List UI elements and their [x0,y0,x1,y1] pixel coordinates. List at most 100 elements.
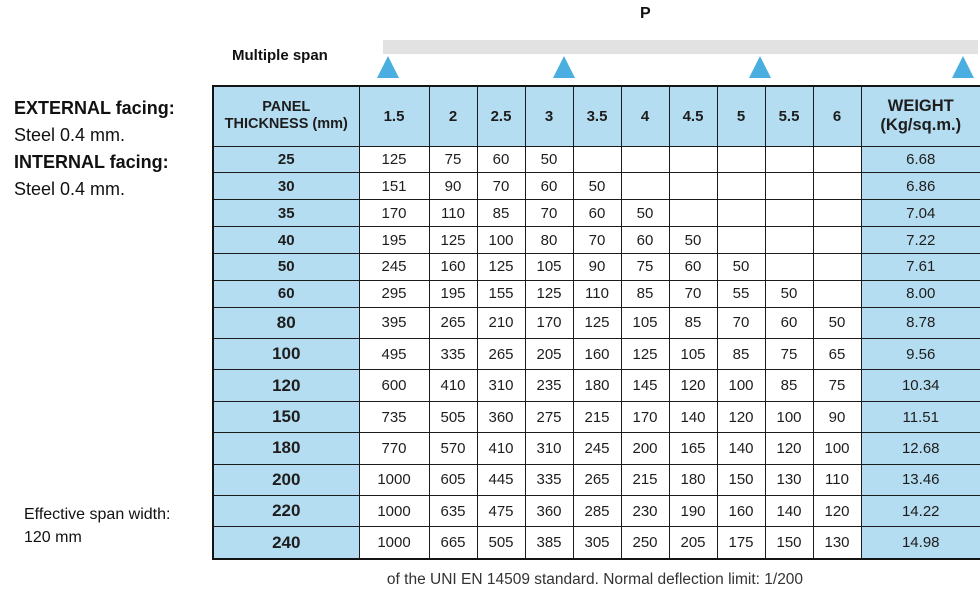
weight-cell: 6.68 [860,145,980,174]
span-value-cell: 665 [428,526,478,560]
span-value-cell: 105 [620,306,670,340]
span-value-cell [716,199,766,228]
span-value-cell: 205 [668,526,718,560]
span-value-cell: 125 [476,253,526,281]
weight-cell: 12.68 [860,432,980,465]
thickness-cell: 30 [212,172,360,201]
span-value-cell: 175 [716,526,766,560]
span-value-cell: 395 [358,306,430,340]
support-triangle-icon [377,56,399,78]
weight-cell: 6.86 [860,172,980,201]
weight-header-line: WEIGHT [887,97,954,116]
span-value-cell: 165 [668,432,718,465]
span-value-cell: 570 [428,432,478,465]
span-value-cell: 110 [812,463,862,496]
span-value-cell: 600 [358,369,430,402]
span-value-cell: 85 [476,199,526,228]
span-value-cell [812,145,862,174]
table-row: 180 770 570 410 310 245 200 165 140 120 100 12.68 [212,432,980,465]
span-value-cell: 130 [812,526,862,560]
span-value-cell: 70 [572,226,622,254]
span-value-cell: 50 [572,172,622,201]
span-value-cell: 90 [812,400,862,434]
span-value-cell: 60 [572,199,622,228]
span-value-cell [572,145,622,174]
span-value-cell: 770 [358,432,430,465]
table-row: 80 395 265 210 170 125 105 85 70 60 50 8.78 [212,306,980,340]
span-value-cell: 310 [476,369,526,402]
span-value-cell: 145 [620,369,670,402]
span-value-cell: 170 [524,306,574,340]
span-value-cell [764,253,814,281]
span-value-cell: 100 [812,432,862,465]
load-span-table: PANEL THICKNESS (mm) 1.5 2 2.5 3 3.5 4 4.5 5 5.5 6 W… [212,85,980,560]
span-value-cell: 50 [716,253,766,281]
span-value-cell: 190 [668,494,718,528]
span-value-cell: 90 [428,172,478,201]
table-row: 150 735 505 360 275 215 170 140 120 100 90 11.51 [212,400,980,434]
thickness-cell: 25 [212,145,360,174]
span-value-cell: 235 [524,369,574,402]
span-value-cell: 335 [428,338,478,371]
beam-bar [383,40,978,54]
span-value-cell: 120 [668,369,718,402]
span-value-cell: 105 [524,253,574,281]
span-value-cell [764,145,814,174]
facing-info: EXTERNAL facing: Steel 0.4 mm. INTERNAL fa… [14,95,175,203]
span-value-cell [764,226,814,254]
effective-span-line1: Effective span width: [24,506,171,523]
span-value-cell: 130 [764,463,814,496]
span-value-cell: 100 [476,226,526,254]
span-value-cell: 215 [620,463,670,496]
span-value-cell: 250 [620,526,670,560]
table-row: 40 195 125 100 80 70 60 50 7.22 [212,226,980,254]
facing-line: Steel 0.4 mm. [14,125,126,145]
span-value-cell: 100 [764,400,814,434]
span-value-cell: 85 [764,369,814,402]
span-value-cell: 125 [428,226,478,254]
effective-span-line2: 120 mm [24,529,82,546]
span-value-cell: 70 [524,199,574,228]
span-value-cell: 60 [620,226,670,254]
table-row: 200 1000 605 445 335 265 215 180 150 130 110 13.46 [212,463,980,496]
span-value-cell: 495 [358,338,430,371]
span-value-cell: 245 [572,432,622,465]
span-value-cell: 445 [476,463,526,496]
span-value-cell [668,172,718,201]
span-value-cell: 75 [620,253,670,281]
span-value-cell: 85 [668,306,718,340]
span-value-cell: 110 [572,279,622,308]
table-row: 30 151 90 70 60 50 6.86 [212,172,980,201]
thickness-cell: 220 [212,494,360,528]
weight-cell: 14.22 [860,494,980,528]
weight-cell: 7.04 [860,199,980,228]
span-value-cell: 385 [524,526,574,560]
span-column-header: 4 [620,85,670,147]
span-column-header: 5.5 [764,85,814,147]
span-value-cell: 70 [716,306,766,340]
span-value-cell: 120 [716,400,766,434]
weight-header-line: (Kg/sq.m.) [880,116,962,135]
span-value-cell: 140 [668,400,718,434]
thickness-cell: 80 [212,306,360,340]
weight-header: WEIGHT (Kg/sq.m.) [860,85,980,147]
span-value-cell: 265 [572,463,622,496]
span-value-cell: 275 [524,400,574,434]
table-row: 220 1000 635 475 360 285 230 190 160 140 120 14.22 [212,494,980,528]
support-triangle-icon [553,56,575,78]
thickness-cell: 200 [212,463,360,496]
span-value-cell: 90 [572,253,622,281]
load-label: P [640,5,651,22]
span-value-cell [812,226,862,254]
weight-cell: 10.34 [860,369,980,402]
weight-cell: 13.46 [860,463,980,496]
span-value-cell: 125 [620,338,670,371]
table-row: 60 295 195 155 125 110 85 70 55 50 8.00 [212,279,980,308]
span-value-cell: 735 [358,400,430,434]
span-value-cell: 360 [476,400,526,434]
weight-cell: 8.78 [860,306,980,340]
header-row: PANEL THICKNESS (mm) 1.5 2 2.5 3 3.5 4 4.5 5 5.5 6 W… [212,85,980,147]
span-value-cell [716,172,766,201]
span-value-cell: 265 [476,338,526,371]
span-value-cell: 360 [524,494,574,528]
